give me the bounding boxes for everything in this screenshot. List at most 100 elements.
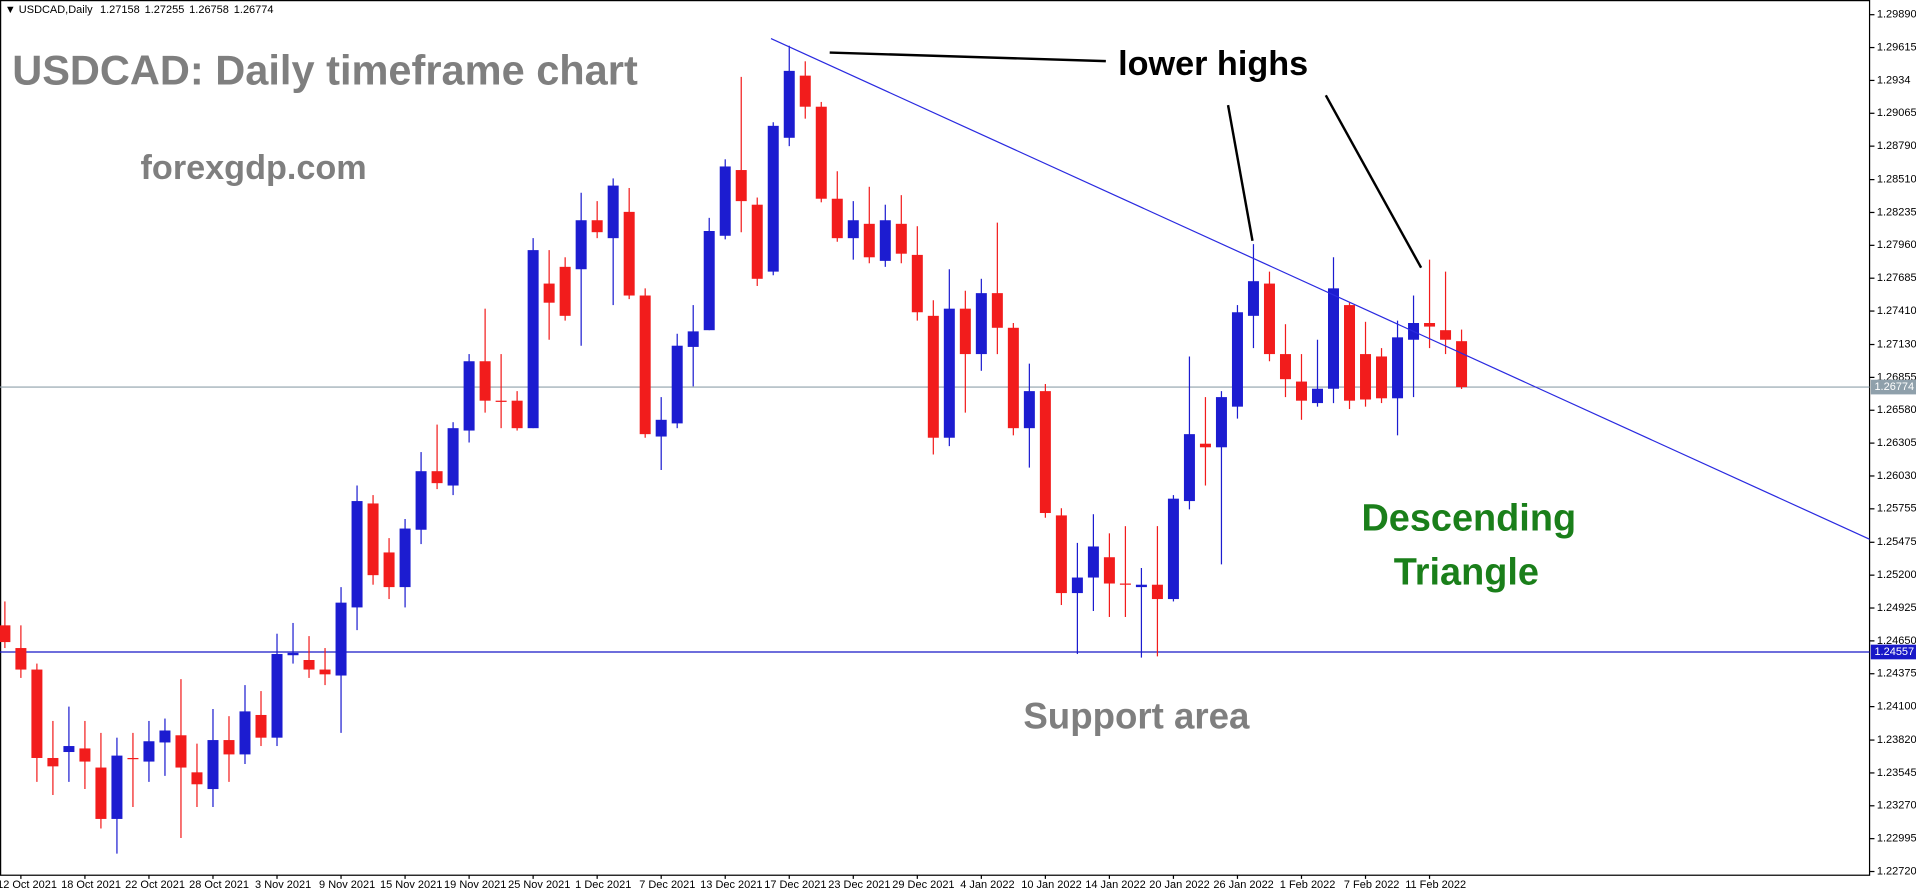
candle-body bbox=[319, 669, 331, 675]
header-open: 1.27158 bbox=[100, 4, 140, 16]
x-tick-label: 26 Jan 2022 bbox=[1213, 879, 1273, 891]
y-tick-label: 1.28235 bbox=[1877, 206, 1916, 218]
y-tick-label: 1.25475 bbox=[1877, 536, 1916, 548]
chart-title: USDCAD: Daily timeframe chart bbox=[12, 46, 638, 93]
y-tick-label: 1.26305 bbox=[1877, 437, 1916, 449]
x-tick-label: 7 Feb 2022 bbox=[1344, 879, 1400, 891]
candle-body bbox=[143, 741, 155, 762]
candle-body bbox=[671, 345, 683, 424]
x-tick-label: 4 Jan 2022 bbox=[960, 879, 1014, 891]
candle-body bbox=[175, 735, 187, 768]
candle-body bbox=[959, 308, 971, 355]
y-tick-label: 1.29065 bbox=[1877, 107, 1916, 119]
candle-body bbox=[1328, 288, 1340, 389]
candle-body bbox=[895, 223, 907, 254]
y-tick-label: 1.24375 bbox=[1877, 668, 1916, 680]
candle-body bbox=[367, 503, 379, 576]
price-label: 1.26774 bbox=[1874, 381, 1914, 393]
candle-body bbox=[335, 602, 347, 676]
pattern-label: Descending bbox=[1361, 498, 1576, 540]
candle-body bbox=[1023, 391, 1035, 429]
candle-body bbox=[1360, 354, 1372, 400]
candle-body bbox=[47, 757, 59, 767]
candle-body bbox=[1007, 327, 1019, 429]
price-label: 1.24557 bbox=[1874, 646, 1914, 658]
candle-body bbox=[31, 669, 43, 758]
candle-body bbox=[1215, 397, 1227, 448]
candle-body bbox=[191, 772, 203, 785]
candle-body bbox=[1167, 498, 1179, 600]
candle-body bbox=[351, 501, 363, 608]
candle-body bbox=[991, 293, 1003, 328]
annotation-pointer bbox=[829, 51, 1106, 63]
candle-body bbox=[1071, 577, 1083, 594]
candle-body bbox=[1103, 557, 1115, 584]
candle-body bbox=[447, 428, 459, 486]
candle-body bbox=[815, 106, 827, 199]
candle-body bbox=[911, 254, 923, 313]
candle-body bbox=[1135, 584, 1147, 588]
support-label: Support area bbox=[1023, 695, 1250, 736]
candle-body bbox=[1263, 283, 1275, 355]
candle-body bbox=[383, 552, 395, 588]
y-tick-label: 1.23545 bbox=[1877, 767, 1916, 779]
y-tick-label: 1.28510 bbox=[1877, 174, 1916, 186]
x-tick-label: 1 Dec 2021 bbox=[575, 879, 631, 891]
candle-body bbox=[415, 471, 427, 530]
candle-body bbox=[431, 471, 443, 484]
candle-body bbox=[1247, 281, 1259, 316]
y-tick-label: 1.24650 bbox=[1877, 635, 1916, 647]
x-tick-label: 11 Feb 2022 bbox=[1405, 879, 1466, 891]
price-label-box bbox=[1870, 379, 1916, 395]
plot-frame bbox=[0, 0, 1871, 876]
symbol: USDCAD,Daily bbox=[19, 4, 93, 16]
y-tick-label: 1.28790 bbox=[1877, 140, 1916, 152]
candle-body bbox=[1119, 583, 1131, 585]
candle-body bbox=[1087, 546, 1099, 578]
candle-body bbox=[223, 740, 235, 755]
x-tick-label: 29 Dec 2021 bbox=[892, 879, 954, 891]
y-tick-label: 1.29615 bbox=[1877, 41, 1916, 53]
trendline bbox=[770, 38, 1870, 540]
candle-body bbox=[1039, 391, 1051, 514]
x-tick-label: 23 Dec 2021 bbox=[828, 879, 890, 891]
candle-body bbox=[527, 250, 539, 429]
candle-body bbox=[287, 652, 299, 656]
y-tick-label: 1.22720 bbox=[1877, 865, 1916, 877]
y-tick-label: 1.23270 bbox=[1877, 800, 1916, 812]
candle-body bbox=[0, 625, 11, 643]
candle-body bbox=[863, 223, 875, 258]
candle-body bbox=[1392, 337, 1404, 399]
candle-body bbox=[1199, 443, 1211, 448]
candle-body bbox=[239, 711, 251, 755]
candle-body bbox=[1424, 323, 1436, 327]
candle-body bbox=[495, 400, 507, 402]
header-icon: ▼ bbox=[5, 4, 19, 16]
candle-body bbox=[1376, 356, 1388, 399]
candle-body bbox=[559, 266, 571, 316]
annotation-pointer bbox=[1226, 104, 1254, 242]
candle-body bbox=[543, 283, 555, 303]
candle-body bbox=[15, 648, 27, 670]
y-tick-label: 1.26030 bbox=[1877, 470, 1916, 482]
x-tick-label: 3 Nov 2021 bbox=[255, 879, 311, 891]
header-low: 1.26758 bbox=[189, 4, 229, 16]
candle-body bbox=[735, 170, 747, 202]
y-tick-label: 1.2934 bbox=[1877, 74, 1911, 86]
candle-body bbox=[1055, 515, 1067, 594]
candle-body bbox=[127, 757, 139, 760]
candle-body bbox=[575, 220, 587, 270]
chart-header: ▼ USDCAD,Daily 1.27158 1.27255 1.26758 1.267… bbox=[5, 4, 274, 16]
candle-body bbox=[703, 230, 715, 331]
x-tick-label: 13 Dec 2021 bbox=[700, 879, 762, 891]
x-tick-label: 15 Nov 2021 bbox=[380, 879, 442, 891]
y-tick-label: 1.27130 bbox=[1877, 338, 1916, 350]
candle-body bbox=[479, 361, 491, 401]
candle-body bbox=[207, 740, 219, 790]
x-tick-label: 28 Oct 2021 bbox=[189, 879, 249, 891]
x-tick-label: 17 Dec 2021 bbox=[764, 879, 826, 891]
candle-body bbox=[399, 528, 411, 588]
y-tick-label: 1.22995 bbox=[1877, 833, 1916, 845]
